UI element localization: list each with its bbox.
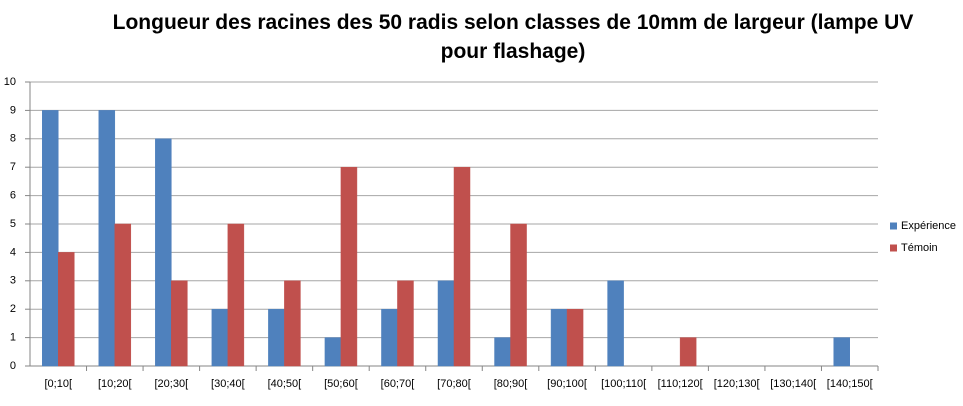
y-tick-label: 2 (10, 303, 16, 315)
x-tick-label: [30;40[ (211, 378, 245, 390)
bar (42, 110, 59, 367)
x-tick-label: [0;10[ (45, 378, 73, 390)
y-tick-label: 7 (10, 161, 16, 173)
x-tick-label: [40;50[ (268, 378, 302, 390)
y-tick-label: 6 (10, 190, 16, 202)
x-tick-label: [90;100[ (547, 378, 587, 390)
x-tick-label: [60;70[ (381, 378, 415, 390)
bar (607, 280, 624, 367)
bar (453, 166, 471, 367)
bar (171, 280, 188, 367)
bar (98, 110, 116, 367)
chart-title: Longueur des racines des 50 radis selon … (112, 11, 914, 63)
x-tick-label: [100;110[ (601, 378, 646, 390)
bar (437, 280, 455, 367)
y-tick-label: 8 (10, 133, 16, 145)
bar (211, 308, 229, 367)
x-tick-label: [130;140[ (770, 378, 816, 390)
bar (155, 138, 172, 367)
x-tick-label: [120;130[ (714, 378, 760, 390)
bar (494, 337, 511, 367)
y-tick-label: 1 (10, 332, 16, 344)
x-tick-label: [110;120[ (658, 378, 703, 390)
legend-swatch (890, 244, 897, 252)
bar (550, 308, 568, 367)
bar (566, 308, 584, 367)
legend-label: Témoin (901, 242, 938, 254)
legend-swatch (890, 222, 897, 230)
y-tick-label: 4 (10, 246, 16, 258)
legend-label: Expérience (901, 220, 956, 232)
y-tick-label: 3 (10, 275, 16, 287)
bar (679, 337, 697, 367)
y-tick-label: 9 (10, 104, 16, 116)
bar (114, 223, 132, 367)
y-tick-label: 10 (4, 76, 16, 88)
bar (284, 280, 301, 367)
x-tick-label: [80;90[ (494, 378, 528, 390)
bar (324, 337, 342, 367)
x-tick-label: [10;20[ (98, 378, 132, 390)
x-tick-label: [70;80[ (437, 378, 471, 390)
bar (227, 223, 245, 367)
bar (268, 308, 285, 367)
x-tick-label: [140;150[ (827, 378, 873, 390)
y-tick-label: 0 (10, 360, 16, 372)
bar (833, 337, 850, 367)
y-tick-label: 5 (10, 218, 16, 230)
bar (340, 166, 358, 367)
bar (397, 280, 414, 367)
x-tick-label: [50;60[ (324, 378, 358, 390)
bar (58, 252, 75, 367)
bar (381, 308, 398, 367)
bar (510, 223, 527, 367)
x-tick-label: [20;30[ (155, 378, 189, 390)
